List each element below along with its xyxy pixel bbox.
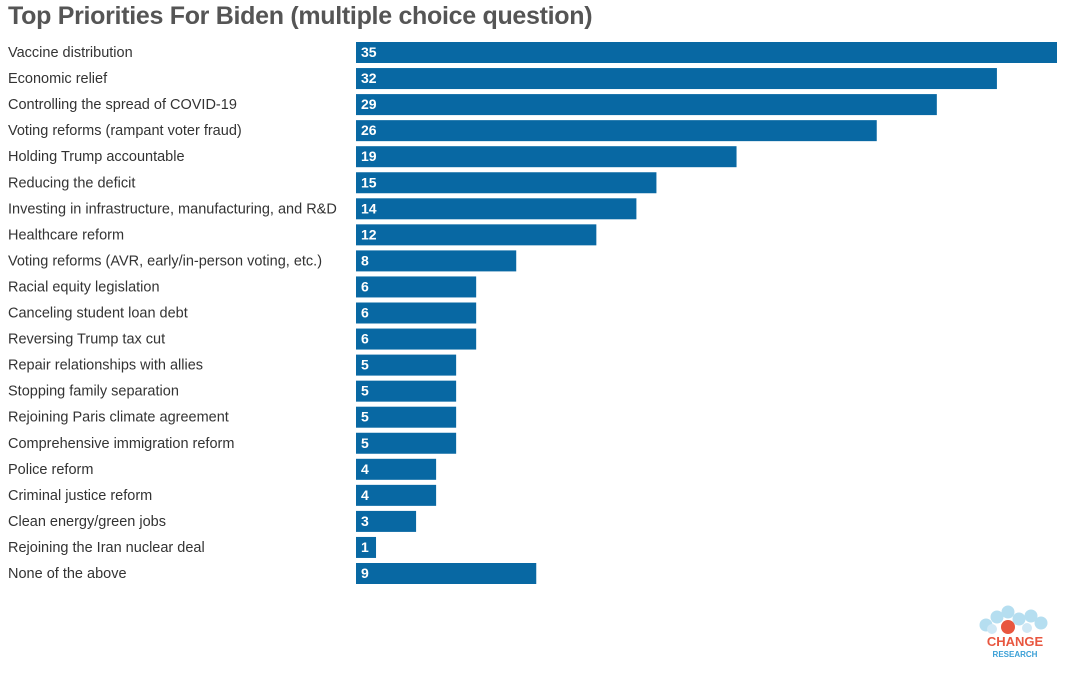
bar-value-label: 1 <box>361 539 369 555</box>
bar <box>356 172 657 194</box>
bar <box>356 563 537 584</box>
bar <box>356 94 937 116</box>
category-label: Racial equity legislation <box>8 279 160 295</box>
bar <box>356 354 457 376</box>
bar-value-label: 6 <box>361 305 369 321</box>
category-label: Stopping family separation <box>8 384 179 400</box>
bar-value-label: 15 <box>361 174 377 190</box>
bar <box>356 458 437 480</box>
bar <box>356 484 437 506</box>
category-label: Economic relief <box>8 71 108 87</box>
bar <box>356 276 477 298</box>
bar <box>356 42 1057 63</box>
category-label: Police reform <box>8 462 93 478</box>
bar-value-label: 5 <box>361 435 369 451</box>
category-label: Rejoining the Iran nuclear deal <box>8 540 205 556</box>
bar <box>356 380 457 402</box>
category-label: Healthcare reform <box>8 227 124 243</box>
category-label: Repair relationships with allies <box>8 358 203 374</box>
bar <box>356 432 457 454</box>
category-label: Voting reforms (AVR, early/in-person vot… <box>8 253 322 269</box>
bar-value-label: 32 <box>361 70 377 86</box>
logo-wordmark: CHANGE <box>987 634 1044 649</box>
category-label: Reducing the deficit <box>8 175 135 191</box>
category-label: Rejoining Paris climate agreement <box>8 410 229 426</box>
bar <box>356 146 737 168</box>
bar-value-label: 9 <box>361 565 369 581</box>
bar <box>356 120 877 142</box>
category-label: Comprehensive immigration reform <box>8 436 234 452</box>
bar-value-label: 5 <box>361 409 369 425</box>
category-label: Canceling student loan debt <box>8 306 188 322</box>
bar-value-label: 26 <box>361 122 377 138</box>
category-label: Holding Trump accountable <box>8 149 185 165</box>
bar-value-label: 6 <box>361 331 369 347</box>
category-label: Vaccine distribution <box>8 45 133 61</box>
change-research-logo: CHANGE RESEARCH <box>975 603 1055 661</box>
category-label: Criminal justice reform <box>8 488 152 504</box>
category-label: Voting reforms (rampant voter fraud) <box>8 123 242 139</box>
bar-value-label: 3 <box>361 513 369 529</box>
bar <box>356 536 377 558</box>
bar <box>356 510 417 532</box>
bar-value-label: 6 <box>361 278 369 294</box>
bar-value-label: 19 <box>361 148 377 164</box>
bar <box>356 198 637 220</box>
category-label: Reversing Trump tax cut <box>8 332 165 348</box>
category-label: Controlling the spread of COVID-19 <box>8 97 237 113</box>
bar <box>356 302 477 324</box>
bar-value-label: 35 <box>361 44 377 60</box>
bar <box>356 250 517 272</box>
category-label: Clean energy/green jobs <box>8 514 166 530</box>
logo-subtitle: RESEARCH <box>993 650 1038 659</box>
bar <box>356 406 457 428</box>
bar-value-label: 29 <box>361 96 377 112</box>
category-label: Investing in infrastructure, manufacturi… <box>8 201 337 217</box>
bar <box>356 328 477 350</box>
bar-value-label: 4 <box>361 461 369 477</box>
bar-value-label: 5 <box>361 357 369 373</box>
bar <box>356 68 997 90</box>
logo-dots-icon <box>979 605 1048 634</box>
bar-value-label: 4 <box>361 487 369 503</box>
bar-value-label: 8 <box>361 252 369 268</box>
bar-value-label: 5 <box>361 383 369 399</box>
bar-value-label: 14 <box>361 200 377 216</box>
chart-title: Top Priorities For Biden (multiple choic… <box>8 2 593 30</box>
category-label: None of the above <box>8 566 127 582</box>
bar <box>356 224 597 246</box>
bar-value-label: 12 <box>361 226 377 242</box>
